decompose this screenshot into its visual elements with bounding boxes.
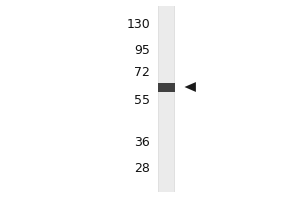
- Bar: [158, 82, 175, 92]
- Text: 95: 95: [134, 45, 150, 58]
- Bar: [159, 6, 174, 192]
- Text: 36: 36: [134, 136, 150, 148]
- Bar: [158, 6, 175, 192]
- Text: 28: 28: [134, 162, 150, 176]
- Text: 72: 72: [134, 66, 150, 79]
- Text: 55: 55: [134, 94, 150, 106]
- Text: 130: 130: [126, 18, 150, 30]
- Polygon shape: [184, 82, 196, 92]
